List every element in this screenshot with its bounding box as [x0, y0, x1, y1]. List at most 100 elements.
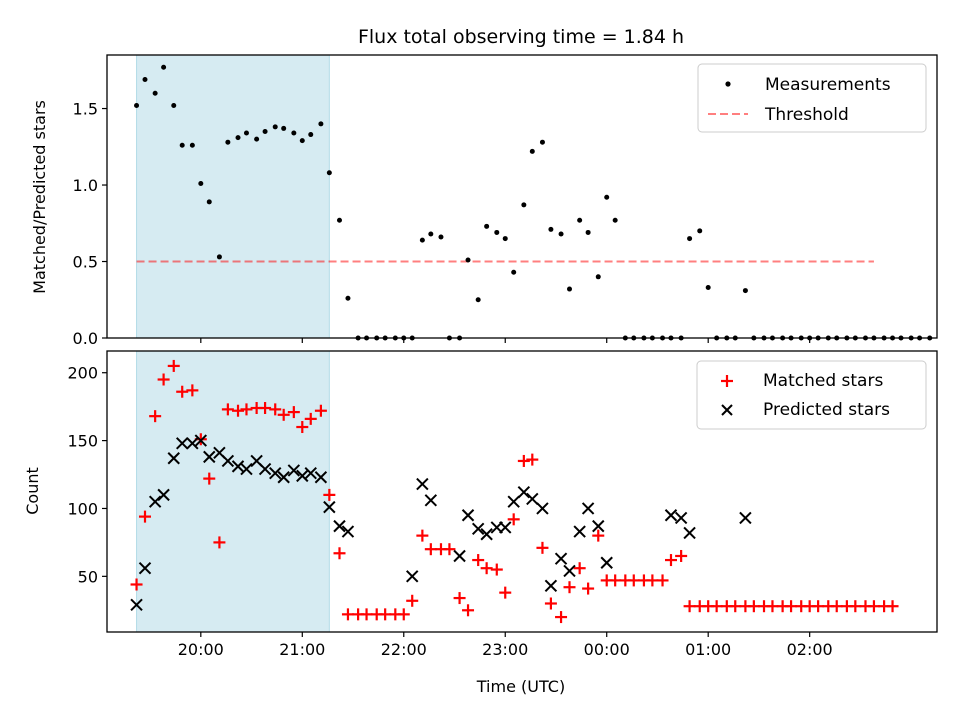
- top-legend: Measurements Threshold: [697, 63, 927, 133]
- matched-star-point: [886, 600, 899, 613]
- x-axis-label: Time (UTC): [476, 677, 565, 696]
- matched-star-point: [544, 597, 557, 610]
- predicted-star-point: [461, 509, 475, 522]
- legend-matched-label: Matched stars: [763, 371, 883, 391]
- predicted-star-point: [296, 469, 309, 483]
- measurement-point: [134, 102, 140, 108]
- matched-star-point: [849, 600, 862, 613]
- measurement-point: [521, 202, 527, 208]
- matched-star-point: [259, 402, 272, 415]
- predicted-star-point: [499, 521, 512, 534]
- x-tick-label: 23:00: [482, 640, 528, 659]
- y-tick-label: 100: [67, 499, 98, 518]
- measurement-point: [291, 130, 297, 136]
- predicted-star-point: [416, 477, 429, 491]
- measurement-point: [502, 236, 508, 242]
- predicted-star-point: [157, 488, 170, 502]
- measurement-point: [604, 194, 610, 200]
- matched-star-point: [536, 541, 549, 554]
- bottom-panel: 50 100 150 200 20:00 21:00 22:00 23:00 00:00 01:…: [23, 350, 938, 696]
- legend-threshold-label: Threshold: [764, 105, 849, 125]
- y-tick-label: 0.5: [73, 253, 98, 272]
- matched-star-point: [341, 608, 354, 621]
- predicted-star-point: [406, 570, 419, 583]
- matched-star-point: [221, 403, 234, 416]
- matched-star-point: [314, 404, 327, 417]
- measurement-point: [585, 229, 591, 235]
- matched-star-point: [203, 472, 216, 485]
- predicted-star-point: [674, 511, 688, 525]
- bottom-legend: Matched stars Predicted stars: [696, 360, 927, 430]
- measurement-point: [216, 254, 222, 260]
- measurement-point: [548, 226, 554, 232]
- matched-star-point: [867, 600, 880, 613]
- measurement-point: [558, 231, 564, 237]
- legend-measurements-label: Measurements: [765, 75, 891, 95]
- bottom-y-axis: 50 100 150 200: [67, 364, 107, 586]
- predicted-star-point: [471, 522, 485, 536]
- measurement-point: [254, 136, 260, 142]
- matched-star-point: [656, 574, 669, 587]
- y-tick-label: 150: [67, 432, 98, 451]
- matched-star-point: [149, 410, 162, 423]
- predicted-star-point: [592, 519, 605, 533]
- matched-star-point: [232, 404, 245, 417]
- predicted-star-point: [480, 528, 493, 541]
- matched-star-point: [592, 529, 605, 542]
- measurement-point: [742, 288, 748, 294]
- top-panel: 0.0 0.5 1.0 1.5 Matched/Predicted stars Mea…: [30, 54, 938, 348]
- measurement-point: [705, 285, 711, 291]
- predicted-star-point: [333, 519, 346, 533]
- matched-star-point: [416, 529, 429, 542]
- matched-star-point: [213, 536, 226, 549]
- matched-star-point: [766, 600, 779, 613]
- measurement-point: [428, 231, 434, 237]
- predicted-star-point: [203, 450, 216, 464]
- matched-star-point: [130, 578, 143, 591]
- top-shaded-interval: [136, 54, 330, 339]
- predicted-star-point: [240, 462, 253, 476]
- measurement-point: [206, 199, 212, 205]
- matched-star-point: [323, 488, 336, 501]
- bottom-plot-frame: [106, 350, 938, 633]
- predicted-star-point: [341, 525, 355, 538]
- matched-star-point: [176, 385, 189, 398]
- top-plot-frame: [106, 54, 938, 339]
- legend-matched-marker: [721, 375, 733, 387]
- measurement-point: [529, 148, 535, 154]
- top-y-axis-label: Matched/Predicted stars: [30, 100, 49, 294]
- measurement-point: [142, 76, 148, 82]
- matched-star-point: [333, 547, 346, 560]
- bottom-shaded-interval: [136, 350, 330, 633]
- predicted-star-point: [258, 462, 272, 476]
- bottom-data-marks: [130, 359, 899, 624]
- measurement-point: [161, 64, 167, 70]
- measurement-point: [171, 102, 177, 108]
- predicted-star-point: [287, 464, 301, 477]
- predicted-star-point: [664, 509, 678, 522]
- matched-star-point: [472, 554, 485, 567]
- x-tick-label: 01:00: [685, 640, 731, 659]
- bottom-legend-box: [696, 360, 927, 430]
- matched-star-point: [424, 543, 437, 556]
- predicted-star-point: [194, 434, 208, 447]
- matched-star-point: [139, 510, 151, 523]
- x-tick-label: 00:00: [584, 640, 630, 659]
- predicted-star-point: [138, 561, 152, 575]
- measurement-point: [687, 236, 693, 242]
- matched-star-point: [812, 600, 825, 613]
- predicted-star-point: [563, 564, 576, 578]
- matched-star-point: [830, 600, 843, 613]
- x-tick-label: 02:00: [787, 640, 833, 659]
- legend-predicted-marker: [721, 404, 733, 416]
- predicted-star-point: [221, 454, 235, 468]
- predicted-star-point: [130, 598, 143, 612]
- matched-star-point: [397, 608, 410, 621]
- predicted-star-point: [554, 552, 568, 565]
- legend-predicted-label: Predicted stars: [763, 400, 890, 420]
- matched-star-point: [582, 582, 595, 595]
- matched-star-point: [573, 562, 586, 575]
- matched-star-point: [277, 408, 290, 421]
- predicted-star-point: [573, 525, 586, 538]
- matched-star-point: [240, 403, 253, 416]
